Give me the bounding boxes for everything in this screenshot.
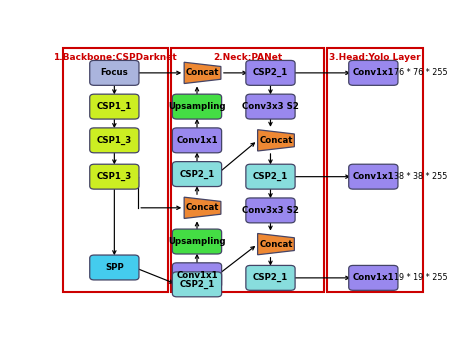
Polygon shape: [184, 197, 221, 218]
Text: Focus: Focus: [100, 68, 128, 78]
Text: Upsampling: Upsampling: [168, 102, 226, 111]
Text: CSP2_1: CSP2_1: [253, 273, 288, 282]
Polygon shape: [184, 62, 221, 84]
FancyBboxPatch shape: [90, 164, 139, 189]
FancyBboxPatch shape: [246, 198, 295, 223]
Text: Concat: Concat: [186, 68, 219, 78]
Bar: [63, 48, 168, 292]
Text: Conv1x1: Conv1x1: [353, 172, 394, 181]
Bar: [328, 48, 423, 292]
Text: 3.Head:Yolo Layer: 3.Head:Yolo Layer: [329, 53, 421, 62]
FancyBboxPatch shape: [349, 164, 398, 189]
Polygon shape: [257, 234, 294, 255]
FancyBboxPatch shape: [173, 94, 222, 119]
Bar: [171, 48, 324, 292]
FancyBboxPatch shape: [173, 128, 222, 153]
Text: 1.Backbone:CSPDarknet: 1.Backbone:CSPDarknet: [54, 53, 177, 62]
Text: CSP2_1: CSP2_1: [253, 172, 288, 181]
FancyBboxPatch shape: [246, 60, 295, 85]
FancyBboxPatch shape: [90, 94, 139, 119]
FancyBboxPatch shape: [90, 60, 139, 85]
Text: Conv1x1: Conv1x1: [353, 68, 394, 78]
FancyBboxPatch shape: [173, 272, 222, 297]
Text: SPP: SPP: [105, 263, 124, 272]
Text: Conv3x3 S2: Conv3x3 S2: [242, 102, 299, 111]
FancyBboxPatch shape: [90, 255, 139, 280]
Text: Upsampling: Upsampling: [168, 237, 226, 246]
FancyBboxPatch shape: [246, 266, 295, 290]
FancyBboxPatch shape: [90, 128, 139, 153]
Text: Concat: Concat: [186, 203, 219, 212]
FancyBboxPatch shape: [349, 60, 398, 85]
Text: Concat: Concat: [259, 136, 293, 145]
Text: CSP2_1: CSP2_1: [253, 68, 288, 78]
FancyBboxPatch shape: [349, 266, 398, 290]
Text: 19 * 19 * 255: 19 * 19 * 255: [393, 273, 447, 282]
Text: Conv1x1: Conv1x1: [176, 271, 218, 280]
Text: CSP2_1: CSP2_1: [179, 280, 215, 289]
FancyBboxPatch shape: [173, 162, 222, 187]
Text: CSP1_1: CSP1_1: [97, 102, 132, 111]
FancyBboxPatch shape: [173, 263, 222, 288]
Text: CSP2_1: CSP2_1: [179, 170, 215, 179]
FancyBboxPatch shape: [246, 164, 295, 189]
Text: Conv1x1: Conv1x1: [176, 136, 218, 145]
Text: Concat: Concat: [259, 240, 293, 249]
Text: CSP1_3: CSP1_3: [97, 136, 132, 145]
Text: 38 * 38 * 255: 38 * 38 * 255: [393, 172, 447, 181]
Text: Conv3x3 S2: Conv3x3 S2: [242, 206, 299, 215]
FancyBboxPatch shape: [246, 94, 295, 119]
Polygon shape: [257, 130, 294, 151]
Text: CSP1_3: CSP1_3: [97, 172, 132, 181]
Text: 76 * 76 * 255: 76 * 76 * 255: [393, 68, 447, 78]
Text: Conv1x1: Conv1x1: [353, 273, 394, 282]
Text: 2.Neck:PANet: 2.Neck:PANet: [213, 53, 282, 62]
FancyBboxPatch shape: [173, 229, 222, 254]
